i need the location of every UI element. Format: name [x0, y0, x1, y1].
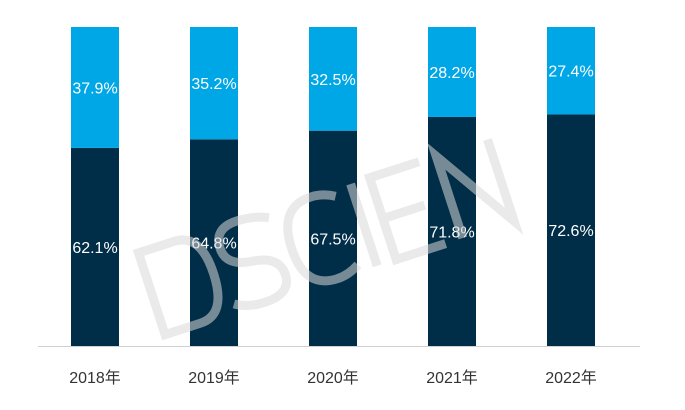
data-label: 62.1% — [72, 240, 117, 257]
x-tick-label: 2021年 — [426, 369, 478, 387]
bar-segment-top — [547, 27, 595, 115]
bar-segment-top — [309, 27, 357, 131]
x-tick-label: 2019年 — [188, 369, 240, 387]
bars — [71, 27, 595, 346]
x-tick-label: 2022年 — [545, 369, 597, 387]
bar-segment-bottom — [547, 114, 595, 346]
data-label: 71.8% — [429, 224, 474, 241]
bar-segment-bottom — [71, 147, 119, 346]
bar-segment-bottom — [309, 130, 357, 346]
x-axis-ticks: 2018年 2019年 2020年 2021年 2022年 — [69, 369, 597, 387]
x-tick-label: 2020年 — [307, 369, 359, 387]
data-label: 35.2% — [191, 76, 236, 93]
bar-segment-top — [190, 27, 238, 140]
data-label: 28.2% — [429, 65, 474, 82]
data-label: 32.5% — [310, 72, 355, 89]
watermark-logo — [132, 138, 524, 341]
bar-segment-top — [428, 27, 476, 117]
data-label: 72.6% — [548, 223, 593, 240]
data-label: 37.9% — [72, 80, 117, 97]
data-label: 67.5% — [310, 231, 355, 248]
data-label: 27.4% — [548, 64, 593, 81]
bar-segment-top — [71, 27, 119, 148]
data-labels: 62.1%37.9%64.8%35.2%67.5%32.5%71.8%28.2%… — [72, 64, 593, 257]
x-tick-label: 2018年 — [69, 369, 121, 387]
